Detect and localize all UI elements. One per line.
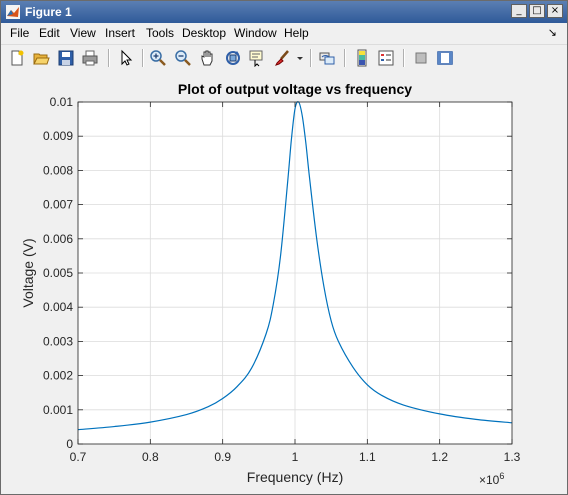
y-tick-label: 0.007 [43,198,73,212]
toolbar-separator [310,49,312,67]
figure-canvas: 0.7 0.8 0.9 1 1.1 1.2 1.3 0 0.001 0.002 0.003 0.00… [1,71,567,494]
toolbar-separator [344,49,346,67]
menu-desktop[interactable]: Desktop [182,26,227,40]
plot-svg: 0.7 0.8 0.9 1 1.1 1.2 1.3 0 0.001 0.002 0.003 0.00… [20,81,521,487]
x-tick-label: 0.8 [142,450,159,464]
menu-edit[interactable]: Edit [39,26,60,40]
dock-figure-icon[interactable]: ↘ [547,27,557,39]
show-plot-tools-icon[interactable] [436,49,454,67]
hide-plot-tools-icon[interactable] [412,49,430,67]
brush-dropdown-icon[interactable] [295,49,305,67]
rotate-3d-icon[interactable] [224,49,242,67]
maximize-button[interactable]: □ [529,4,545,18]
new-figure-icon[interactable] [8,49,26,67]
title-bar[interactable]: Figure 1 _ □ × [1,1,567,23]
minimize-button[interactable]: _ [511,4,527,18]
menu-insert[interactable]: Insert [105,26,136,40]
y-tick-label: 0.01 [50,95,74,109]
zoom-in-icon[interactable] [149,49,167,67]
edit-plot-arrow-icon[interactable] [117,49,135,67]
x-tick-label: 0.9 [214,450,231,464]
y-tick-label: 0.001 [43,403,73,417]
y-tick-label: 0.009 [43,129,73,143]
menu-window[interactable]: Window [234,26,277,40]
toolbar-separator [142,49,144,67]
matlab-logo-icon [6,5,20,19]
y-tick-label: 0.004 [43,300,73,314]
x-axis-exponent: ×106 [479,471,504,487]
brush-icon[interactable] [273,49,291,67]
y-tick-label: 0.005 [43,266,73,280]
pan-hand-icon[interactable] [199,49,217,67]
toolbar-separator [403,49,405,67]
y-tick-label: 0.003 [43,334,73,348]
y-tick-label: 0.006 [43,232,73,246]
menu-help[interactable]: Help [284,26,309,40]
chart-title: Plot of output voltage vs frequency [178,81,412,97]
data-cursor-icon[interactable] [248,49,266,67]
x-tick-label: 1 [292,450,299,464]
x-tick-label: 1.1 [359,450,376,464]
x-tick-label: 1.3 [504,450,521,464]
x-tick-labels: 0.7 0.8 0.9 1 1.1 1.2 1.3 [70,450,521,464]
toolbar-separator [108,49,110,67]
menu-tools[interactable]: Tools [146,26,175,40]
close-button[interactable]: × [547,4,563,18]
save-icon[interactable] [57,49,75,67]
window-title: Figure 1 [25,5,72,19]
y-axis-label: Voltage (V) [20,238,36,307]
link-plot-icon[interactable] [318,49,336,67]
menu-view[interactable]: View [70,26,96,40]
x-tick-label: 1.2 [431,450,448,464]
x-axis-label: Frequency (Hz) [247,469,343,485]
insert-legend-icon[interactable] [377,49,395,67]
y-tick-labels: 0 0.001 0.002 0.003 0.004 0.005 0.006 0.007 0.00… [43,95,73,451]
zoom-out-icon[interactable] [174,49,192,67]
insert-colorbar-icon[interactable] [353,49,371,67]
tick-marks [77,101,513,445]
y-tick-label: 0.008 [43,163,73,177]
open-file-icon[interactable] [32,49,50,67]
figure-toolbar [1,44,567,72]
x-tick-label: 0.7 [70,450,87,464]
print-icon[interactable] [81,49,99,67]
menu-bar: File Edit View Insert Tools Desktop Wind… [1,23,567,43]
y-tick-label: 0 [66,437,73,451]
y-tick-label: 0.002 [43,369,73,383]
menu-file[interactable]: File [10,26,30,40]
